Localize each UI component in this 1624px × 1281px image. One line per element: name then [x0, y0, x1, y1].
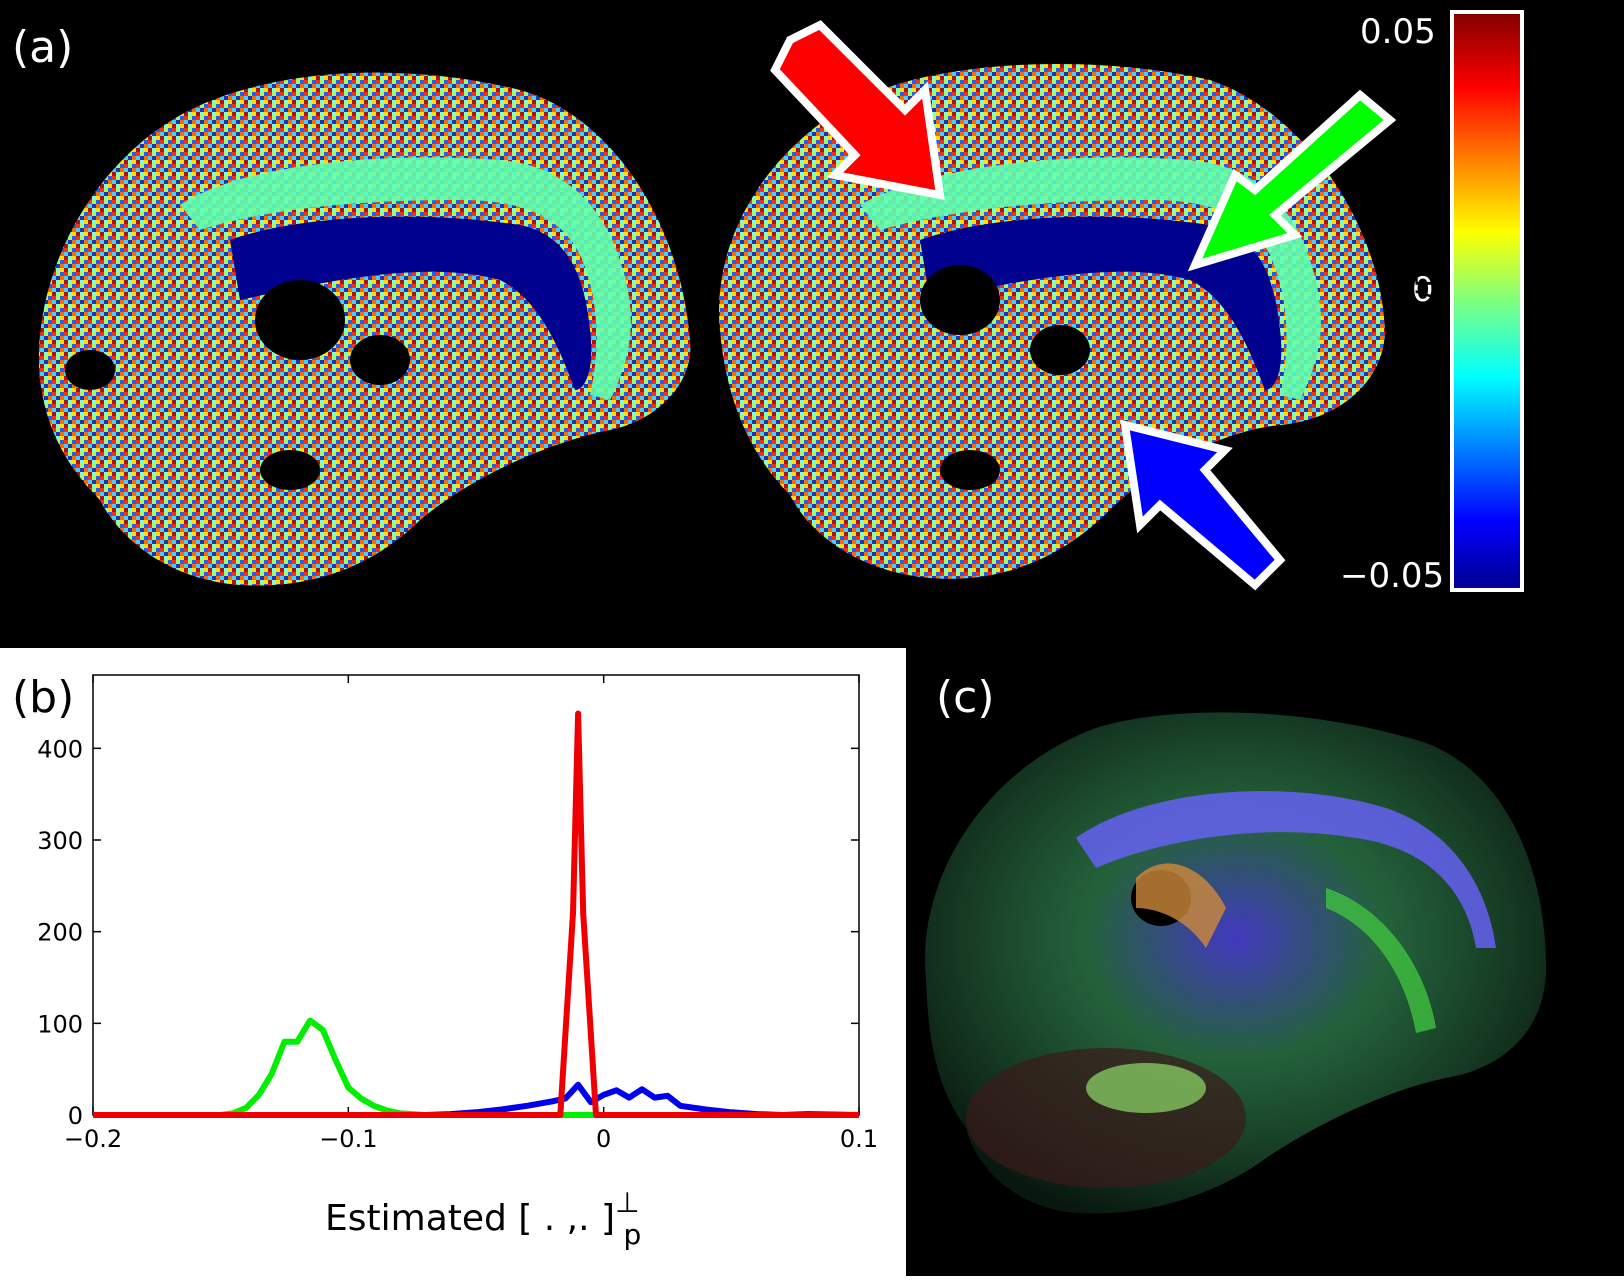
red-series-line — [93, 710, 859, 1118]
panel-c-label: (c) — [936, 672, 995, 723]
brain-map-left — [38, 72, 691, 586]
colorbar-max-label: 0.05 — [1360, 12, 1436, 52]
y-tick-label: 400 — [37, 735, 83, 763]
y-tick-label: 200 — [37, 919, 83, 947]
x-axis-label-sup: ⊥ — [615, 1186, 640, 1219]
x-tick-label: −0.2 — [64, 1125, 122, 1153]
colorbar-min-label: −0.05 — [1340, 556, 1445, 596]
blue-series-line — [93, 1081, 860, 1118]
brain-map-right — [719, 63, 1385, 579]
x-axis-label-sub: p — [623, 1218, 642, 1251]
plot-frame — [92, 674, 860, 1116]
green-series-line — [93, 1017, 859, 1118]
panel-b-label: (b) — [12, 672, 75, 723]
color-fa-map — [925, 712, 1546, 1214]
colorbar-mid-label: 0 — [1412, 270, 1434, 310]
panel-a-label: (a) — [12, 22, 74, 73]
panel-a-svg — [38, 10, 1524, 592]
colorbar-axis-label: ⟨[·,·]⟩⊥p — [1410, 171, 1448, 300]
y-tick-label: 300 — [37, 827, 83, 855]
panel-a: (a) 0.05 0 −0.05 ⟨[·,·]⟩⊥p — [0, 0, 1624, 648]
x-tick-label: −0.1 — [319, 1125, 377, 1153]
y-tick-label: 0 — [68, 1102, 83, 1130]
y-tick-label: 100 — [37, 1010, 83, 1038]
x-axis-label: Estimated [ . ,. ]⊥p — [325, 1186, 657, 1251]
x-tick-label: 0.1 — [840, 1125, 878, 1153]
panel-c: (c) — [906, 648, 1624, 1276]
blue-arrow-icon — [1120, 419, 1286, 591]
green-arrow-icon — [1187, 89, 1397, 272]
panel-b: (b) 0 100 200 300 400 −0.2 −0.1 0 0.1 Estimated… — [0, 648, 906, 1276]
x-tick-label: 0 — [596, 1125, 611, 1153]
red-arrow-icon — [770, 20, 945, 200]
histogram-chart: 0 100 200 300 400 −0.2 −0.1 0 0.1 — [37, 674, 878, 1153]
x-axis-label-text: Estimated [ . ,. ] — [325, 1198, 616, 1239]
colorbar — [1450, 10, 1524, 592]
